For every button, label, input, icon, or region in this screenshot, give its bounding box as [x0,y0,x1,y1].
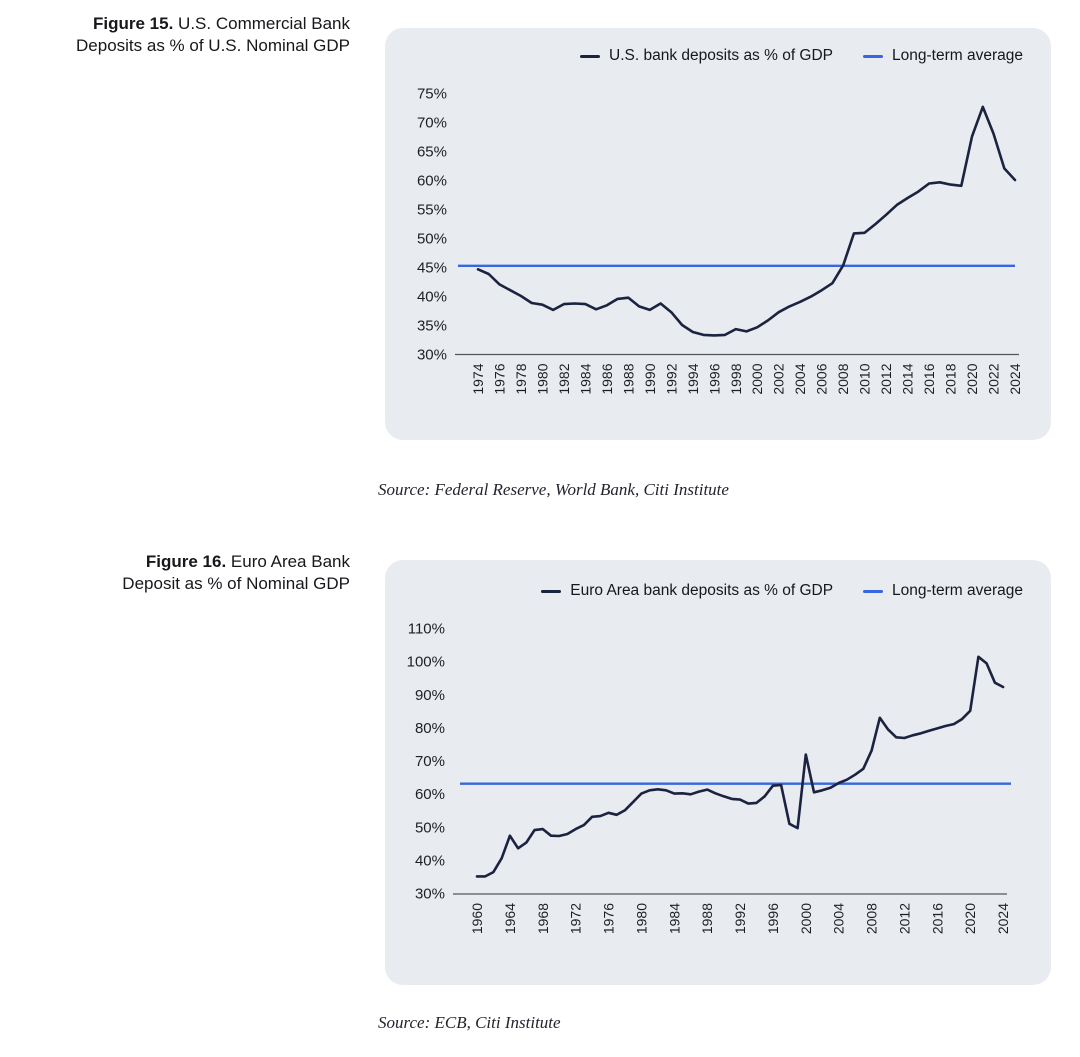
y-tick-label: 40% [417,289,447,306]
figure16-line-chart: 30% 40% 50% 60% 70% 80% 90% 100% 110% 1960 1964 196… [407,621,1011,935]
legend-label: U.S. bank deposits as % of GDP [609,47,834,64]
legend-item: Euro Area bank deposits as % of GDP [541,582,833,600]
y-tick-label: 40% [415,852,445,869]
x-tick-label: 2004 [831,903,847,934]
legend-label: Long-term average [892,47,1023,64]
y-tick-label: 55% [417,202,447,219]
figure15-title-line2: Deposits as % of U.S. Nominal GDP [76,36,350,55]
x-tick-label: 1980 [633,903,649,934]
x-tick-label: 2022 [986,363,1002,394]
x-tick-label: 2002 [771,363,787,394]
x-tick-label: 1986 [599,363,615,394]
figure16-title-line1: Euro Area Bank [226,552,350,571]
x-tick-label: 2010 [857,363,873,394]
x-tick-label: 1974 [470,363,486,394]
x-tick-label: 2018 [943,363,959,394]
legend-item: U.S. bank deposits as % of GDP [580,47,833,65]
x-tick-label: 2006 [814,363,830,394]
x-tick-label: 2000 [798,903,814,934]
legend-line-swatch [541,589,562,593]
x-tick-label: 1984 [666,903,682,934]
x-tick-label: 1990 [642,363,658,394]
figure16-title-line2: Deposit as % of Nominal GDP [122,574,350,593]
y-tick-label: 50% [415,819,445,836]
x-tick-label: 1996 [765,903,781,934]
y-tick-label: 90% [415,687,445,704]
figure15-source: Source: Federal Reserve, World Bank, Cit… [378,480,729,499]
x-tick-label: 1972 [568,903,584,934]
x-tick-label: 2008 [835,363,851,394]
x-tick-label: 2024 [1007,363,1023,394]
y-tick-label: 70% [415,753,445,770]
y-tick-label: 100% [407,654,445,671]
figure16-label: Figure 16. [145,552,227,571]
x-tick-label: 1988 [699,903,715,934]
x-tick-label: 1998 [728,363,744,394]
legend-label: Long-term average [892,582,1023,599]
legend-label: Euro Area bank deposits as % of GDP [570,582,834,599]
y-tick-label: 60% [415,786,445,803]
y-tick-label: 110% [408,621,445,638]
x-tick-label: 2012 [878,363,894,394]
legend-line-swatch [863,589,884,593]
x-tick-label: 1978 [513,363,529,394]
legend-line-swatch [863,54,884,58]
y-tick-label: 30% [415,886,445,903]
y-tick-label: 60% [417,173,447,190]
legend-item: Long-term average [863,582,1023,600]
x-tick-label: 1994 [685,363,701,394]
figure15-legend: U.S. bank deposits as % of GDP Long-term … [580,47,1023,65]
x-tick-label: 2024 [995,903,1011,934]
x-tick-label: 1976 [491,363,507,394]
x-tick-label: 2020 [964,363,980,394]
x-tick-label: 1982 [556,363,572,394]
x-tick-label: 1992 [663,363,679,394]
x-tick-label: 2008 [864,903,880,934]
y-tick-label: 70% [417,115,447,132]
series-line [475,655,1005,878]
x-tick-label: 1964 [502,903,518,934]
y-tick-label: 65% [417,144,447,161]
figure16-source: Source: ECB, Citi Institute [378,1013,561,1032]
x-tick-label: 1980 [534,363,550,394]
x-tick-label: 1988 [620,363,636,394]
x-tick-label: 2016 [921,363,937,394]
y-tick-label: 45% [417,260,447,277]
x-tick-label: 1992 [732,903,748,934]
legend-item: Long-term average [863,47,1023,65]
x-tick-label: 2012 [896,903,912,934]
x-tick-label: 2000 [749,363,765,394]
x-tick-label: 2020 [962,903,978,934]
figure16-legend: Euro Area bank deposits as % of GDP Long-… [541,582,1023,600]
y-tick-label: 80% [415,720,445,737]
x-tick-label: 1968 [535,903,551,934]
y-tick-label: 50% [417,231,447,248]
figure15-chart-panel: U.S. bank deposits as % of GDP Long-term … [385,28,1051,440]
x-tick-label: 1960 [469,903,485,934]
figure15-title: Figure 15. U.S. Commercial Bank Deposits… [28,13,350,57]
x-tick-label: 1984 [577,363,593,394]
y-tick-label: 35% [417,318,447,335]
x-tick-label: 2016 [929,903,945,934]
figure16-chart-panel: Euro Area bank deposits as % of GDP Long-… [385,560,1051,985]
figure16-title: Figure 16. Euro Area Bank Deposit as % o… [28,551,350,595]
legend-line-swatch [580,54,601,58]
series-line [476,105,1017,337]
y-tick-label: 30% [417,347,447,364]
figure15-label: Figure 15. [93,14,174,33]
figure15-line-chart: 30% 35% 40% 45% 50% 55% 60% 65% 70% 75% 1974 1976 19… [417,86,1023,395]
x-tick-label: 2014 [900,363,916,394]
x-tick-label: 2004 [792,363,808,394]
x-tick-label: 1976 [601,903,617,934]
x-tick-label: 1996 [706,363,722,394]
y-tick-label: 75% [417,86,447,103]
figure15-title-line1: U.S. Commercial Bank [173,14,350,33]
